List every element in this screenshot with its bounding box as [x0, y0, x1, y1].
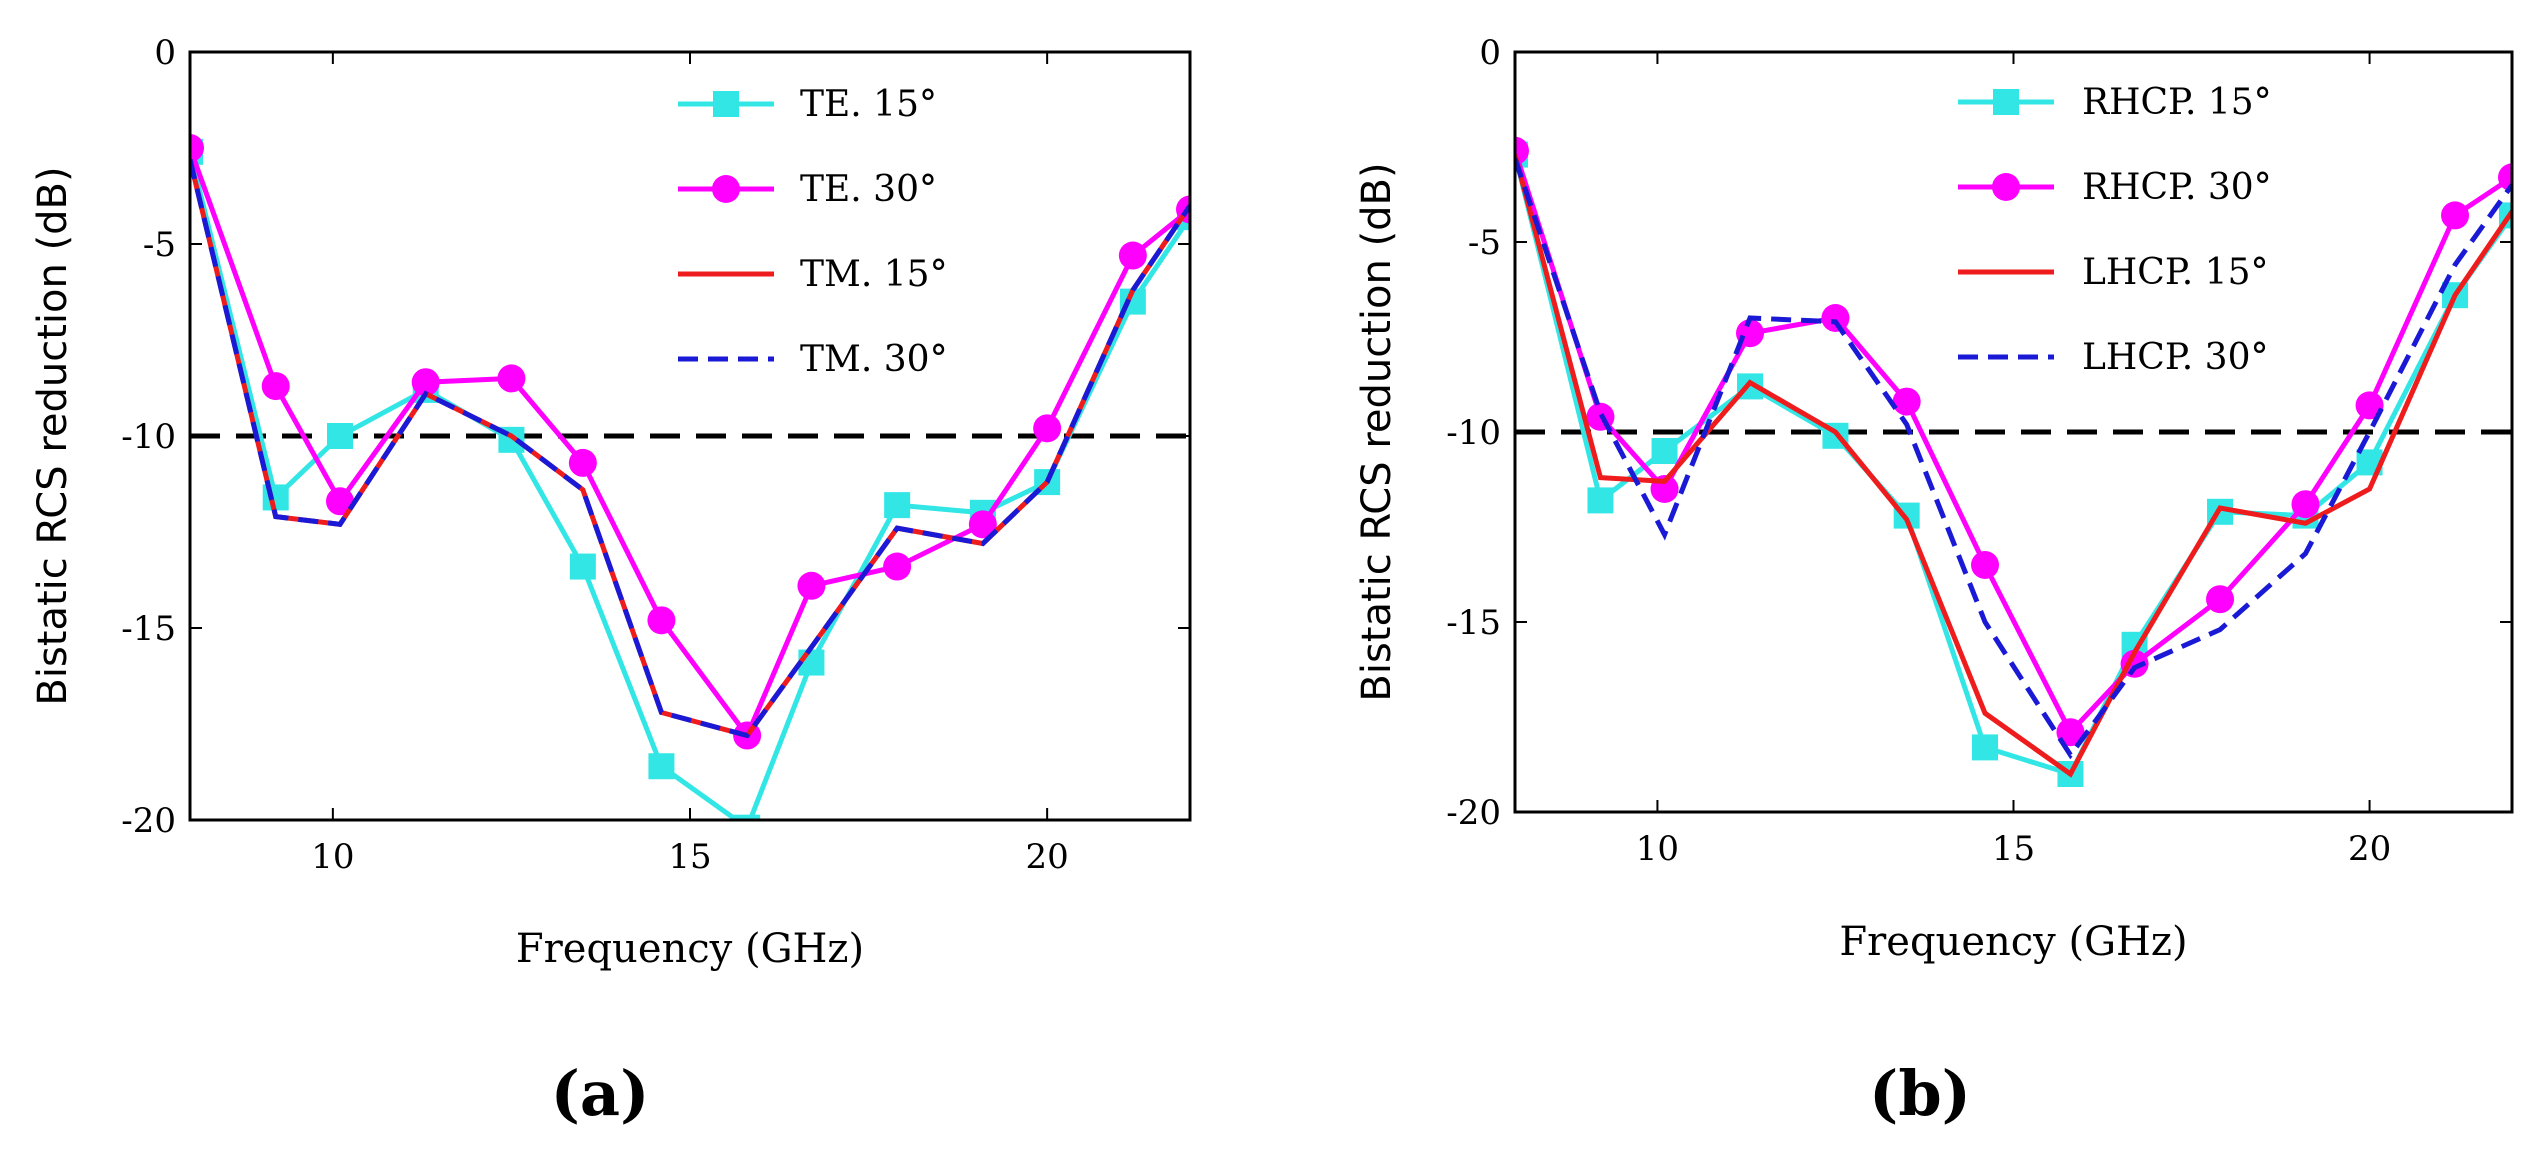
chart-a: 10 15 20 0 -5 -10 -15 -20 Frequency (GHz) Bistati… — [30, 33, 1192, 1130]
chart-a-series-1-point — [648, 753, 675, 780]
chart-b-series-line-3 — [1515, 153, 2512, 778]
chart-b-series-2-point — [1971, 551, 2000, 579]
chart-b-legend-marker-2 — [1992, 173, 2020, 201]
chart-a-series-2-point — [261, 372, 290, 401]
chart-a-series-2-point — [647, 606, 676, 635]
chart-a-y-tick-label: -10 — [121, 417, 176, 457]
chart-a-legend-label-4: TM. 30° — [800, 339, 948, 380]
chart-b-legend-label-1: RHCP. 15° — [2082, 82, 2272, 123]
chart-b-legend-label-3: LHCP. 15° — [2082, 252, 2268, 293]
chart-b: 10 15 20 0 -5 -10 -15 -20 Frequency (GHz) Bistati… — [1354, 33, 2514, 1130]
chart-b-series-2-point — [2291, 490, 2320, 519]
chart-b-y-tick-label: 0 — [1479, 33, 1501, 73]
chart-a-panel-label: (a) — [551, 1057, 650, 1130]
chart-b-y-tick-label: -20 — [1446, 793, 1501, 833]
chart-a-series-2-point — [411, 368, 440, 397]
chart-a-plot-area — [190, 134, 1190, 820]
chart-a-series-2-point — [568, 448, 597, 477]
chart-a-series-2-point — [326, 487, 354, 516]
chart-b-x-axis-label: Frequency (GHz) — [1839, 919, 2187, 965]
chart-a-series-2-point — [968, 510, 997, 539]
chart-b-legend-label-4: LHCP. 30° — [2082, 337, 2268, 378]
chart-a-series-1-point — [569, 553, 596, 580]
chart-b-plot-area — [1515, 136, 2512, 787]
chart-a-series-2-point — [797, 571, 826, 600]
chart-a-x-tick-label: 15 — [668, 837, 711, 877]
chart-b-y-tick-label: -5 — [1468, 223, 1501, 263]
chart-b-y-tick-label: -10 — [1446, 413, 1501, 453]
chart-b-y-tick-label: -15 — [1446, 603, 1501, 643]
chart-a-x-axis-label: Frequency (GHz) — [516, 926, 864, 972]
chart-b-legend: RHCP. 15° RHCP. 30° LHCP. 15° LHCP. 30° — [1958, 82, 2272, 378]
chart-a-series-2-point — [1176, 195, 1190, 224]
chart-a-legend-label-2: TE. 30° — [800, 169, 937, 210]
chart-b-series-2-point — [1892, 387, 1921, 416]
chart-a-series-2-point — [1033, 414, 1062, 443]
chart-a-legend-marker-1 — [713, 91, 739, 117]
chart-b-series-2-point — [1821, 304, 1850, 332]
chart-b-series-1-point — [1651, 438, 1678, 464]
chart-b-panel-label: (b) — [1869, 1057, 1971, 1130]
chart-b-y-axis-label: Bistatic RCS reduction (dB) — [1354, 162, 1400, 701]
chart-a-series-2-point — [1118, 241, 1147, 270]
chart-a-legend: TE. 15° TE. 30° TM. 15° TM. 30° — [678, 84, 948, 380]
chart-a-y-tick-label: 0 — [154, 33, 176, 73]
chart-a-series-2-point — [497, 364, 526, 393]
chart-a-y-tick-label: -15 — [121, 609, 176, 649]
chart-a-series-1-point — [734, 814, 761, 820]
chart-b-legend-marker-1 — [1993, 89, 2019, 115]
chart-a-legend-marker-2 — [712, 175, 740, 203]
chart-a-legend-label-3: TM. 15° — [800, 254, 948, 295]
chart-a-x-tick-label: 20 — [1026, 837, 1069, 877]
chart-a-y-tick-label: -20 — [121, 801, 176, 841]
chart-b-series-2-point — [2206, 585, 2235, 614]
chart-a-series-1-point — [327, 423, 353, 449]
chart-b-series-2-point — [2441, 201, 2470, 230]
chart-a-series-1-point — [884, 492, 911, 519]
chart-b-series-2-point — [2355, 391, 2384, 420]
chart-a-series-line-2 — [190, 147, 1190, 741]
chart-b-series-1-point — [1587, 487, 1614, 514]
chart-a-series-2-point — [190, 134, 204, 162]
chart-b-series-2-point — [2056, 718, 2085, 747]
chart-b-series-2-point — [2498, 163, 2512, 192]
chart-a-y-tick-label: -5 — [143, 225, 176, 265]
chart-b-series-line-4 — [1515, 157, 2512, 760]
chart-b-series-1-point — [1972, 734, 1999, 761]
chart-b-x-tick-label: 15 — [1992, 829, 2035, 869]
chart-b-x-tick-label: 10 — [1636, 829, 1679, 869]
chart-a-y-axis-label: Bistatic RCS reduction (dB) — [30, 166, 76, 705]
chart-b-legend-label-2: RHCP. 30° — [2082, 167, 2272, 208]
chart-b-x-tick-label: 20 — [2348, 829, 2391, 869]
chart-a-legend-label-1: TE. 15° — [800, 84, 937, 125]
chart-a-series-line-4 — [190, 158, 1190, 739]
chart-b-series-2-point — [1515, 136, 1529, 165]
chart-a-x-tick-label: 10 — [311, 837, 354, 877]
chart-a-series-2-point — [883, 552, 912, 581]
